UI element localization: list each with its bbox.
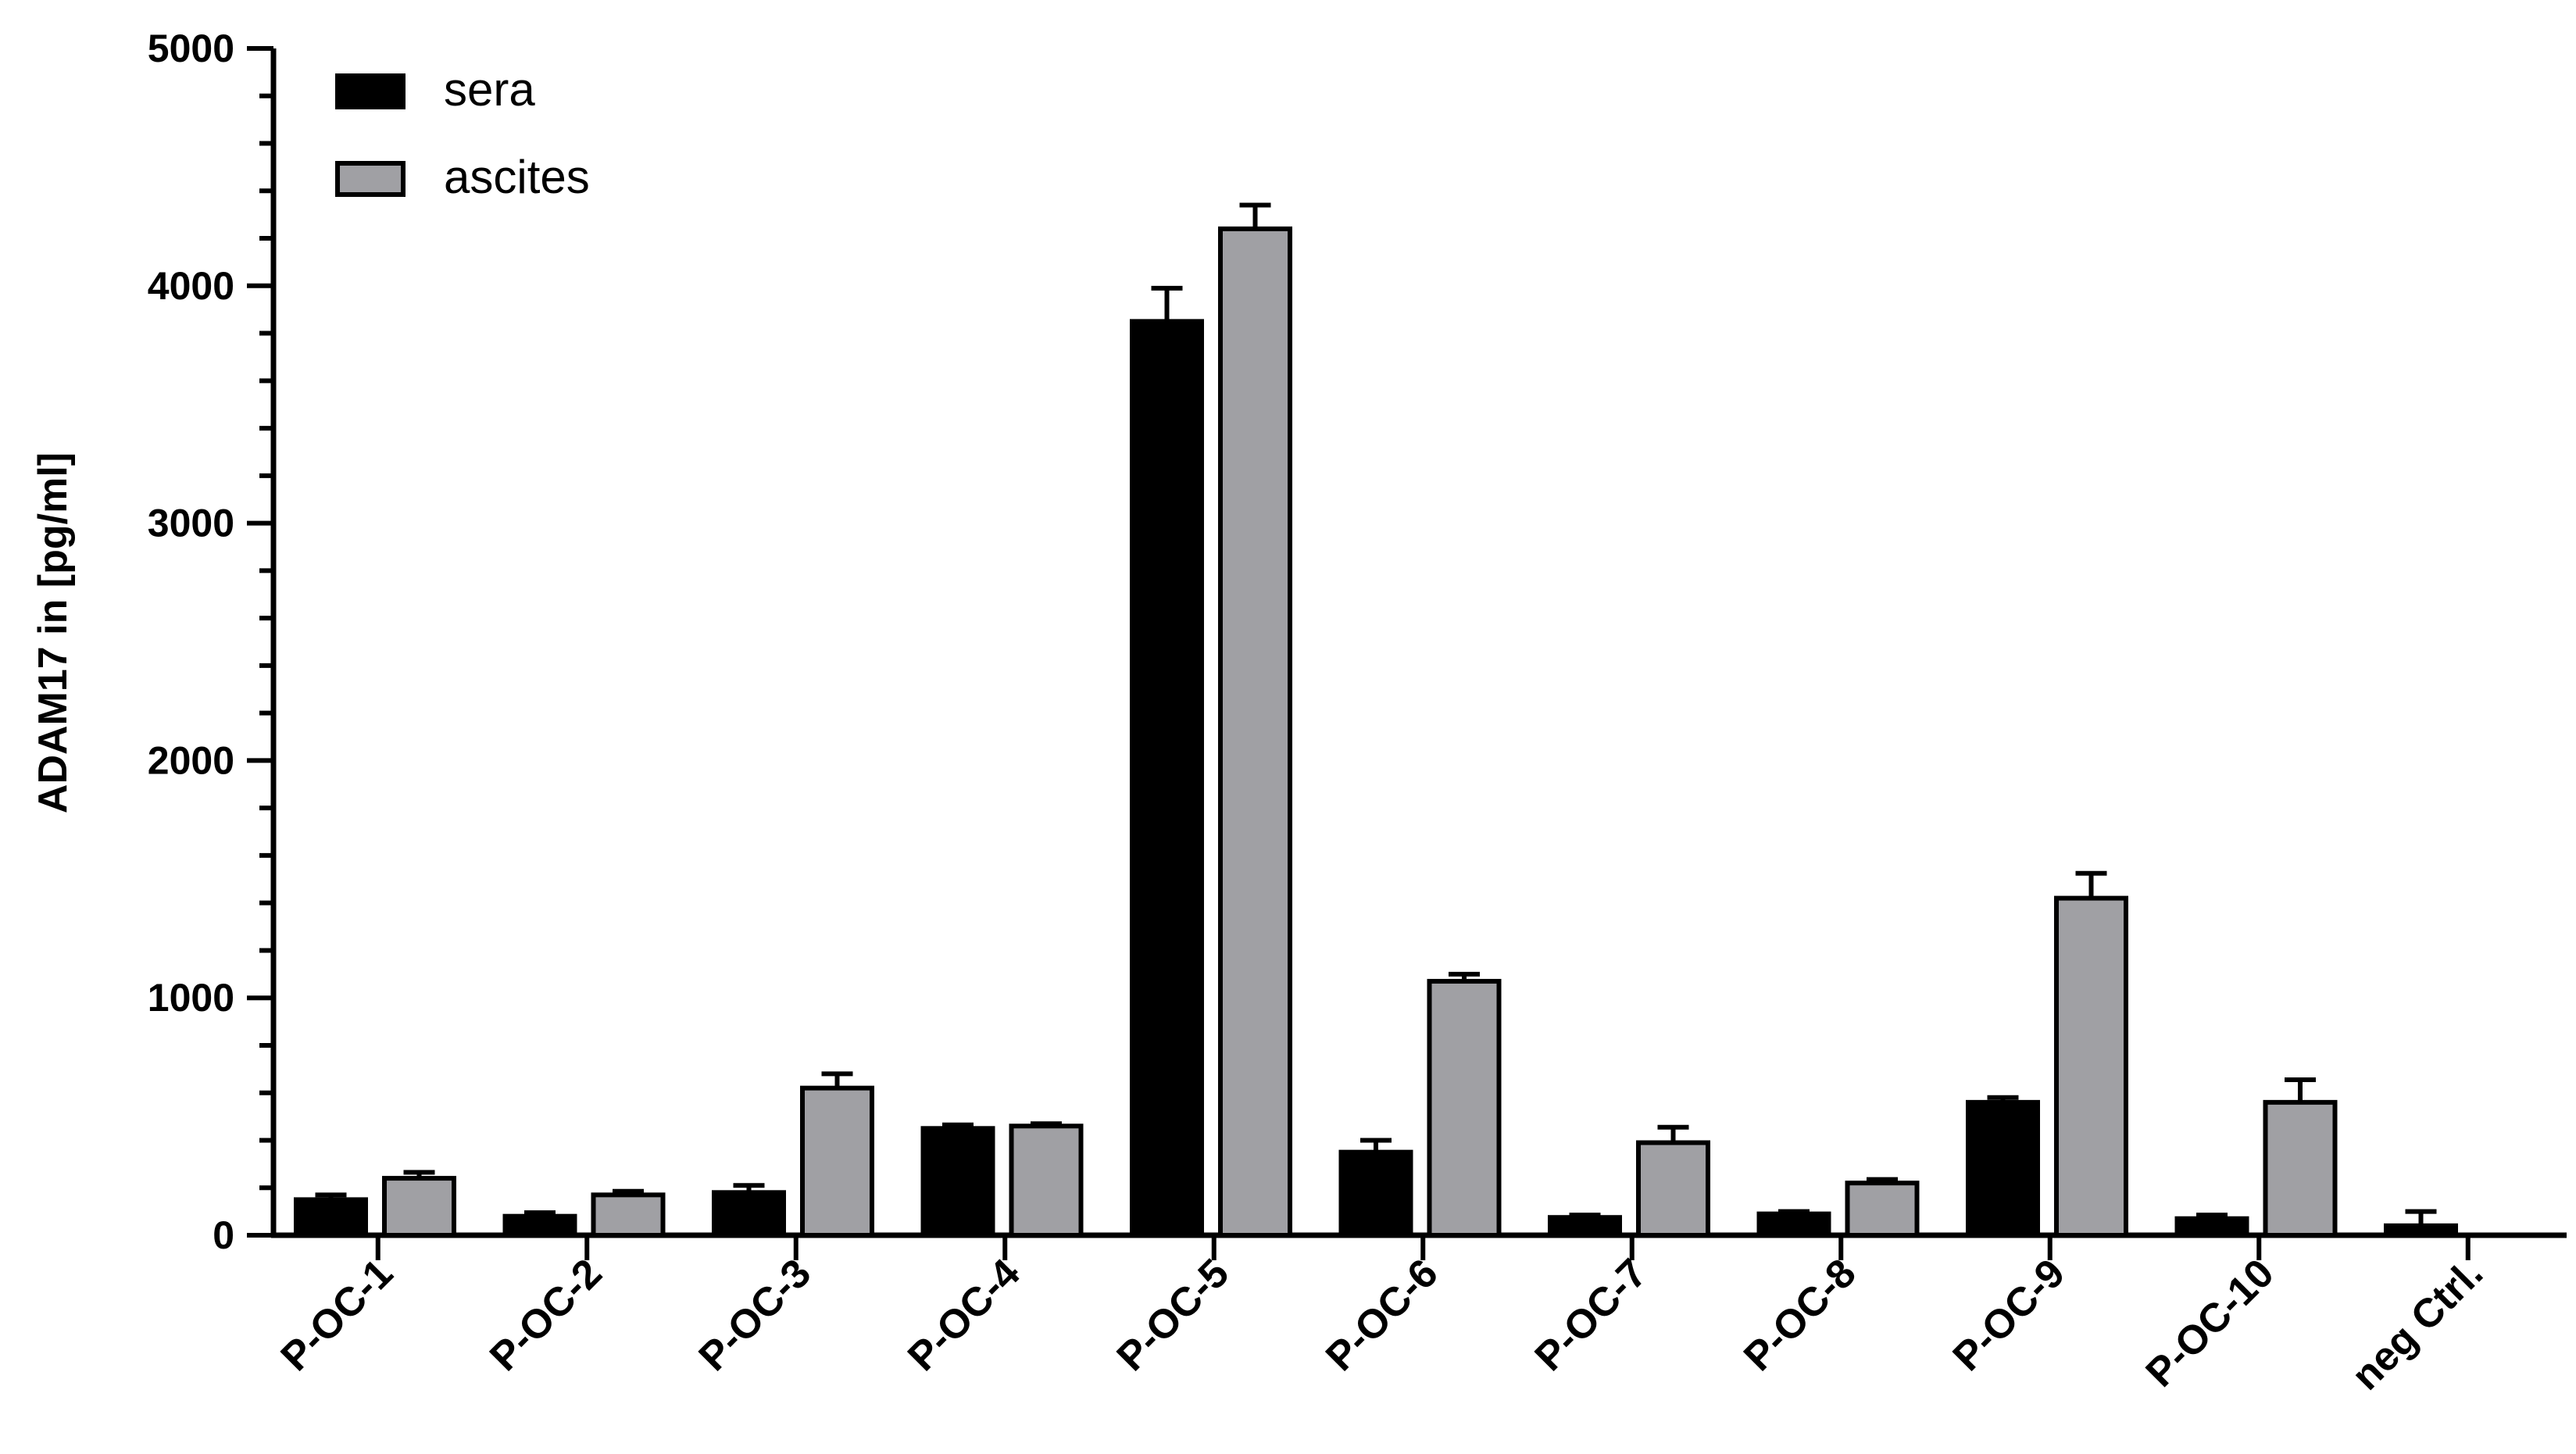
y-tick-label: 5000 — [148, 27, 234, 70]
bar-ascites — [1218, 226, 1292, 1238]
bars — [294, 226, 2458, 1238]
x-category-label: P-OC-4 — [899, 1250, 1029, 1380]
legend-swatch-ascites — [335, 161, 406, 197]
y-tick-labels: 0 1000 2000 3000 4000 5000 — [148, 27, 234, 1257]
y-tick-label: 3000 — [148, 502, 234, 545]
bar-sera — [920, 1126, 995, 1238]
error-bars — [315, 202, 2437, 1226]
bar-ascites — [2054, 895, 2128, 1238]
x-category-label: P-OC-5 — [1109, 1250, 1238, 1380]
bar-sera — [2174, 1216, 2249, 1238]
bar-sera — [1548, 1215, 1622, 1238]
x-category-label: P-OC-8 — [1735, 1250, 1865, 1380]
bar-sera — [1130, 319, 1204, 1238]
bar-ascites — [1845, 1181, 1920, 1238]
bar-ascites — [591, 1192, 666, 1238]
x-category-label: P-OC-3 — [691, 1250, 820, 1380]
x-category-label: P-OC-6 — [1317, 1250, 1447, 1380]
y-tick-label: 4000 — [148, 264, 234, 308]
y-axis-title: ADAM17 in [pg/ml] — [30, 452, 76, 813]
legend-label-sera: sera — [444, 63, 535, 116]
y-tick-label: 2000 — [148, 738, 234, 782]
x-category-label: neg Ctrl. — [2343, 1250, 2492, 1399]
bar-sera — [2384, 1223, 2458, 1238]
axes — [247, 46, 2567, 1260]
x-category-label: P-OC-9 — [1945, 1250, 2074, 1380]
bar-ascites — [1009, 1124, 1084, 1238]
legend-label-ascites: ascites — [444, 151, 590, 203]
x-category-label: P-OC-10 — [2138, 1250, 2283, 1395]
bar-ascites — [382, 1176, 456, 1238]
y-tick-label: 1000 — [148, 976, 234, 1020]
bar-sera — [294, 1197, 368, 1238]
bar-sera — [1338, 1149, 1413, 1238]
x-category-labels: P-OC-1 P-OC-2 P-OC-3 P-OC-4 P-OC-5 P-OC-6 P-OC… — [273, 1250, 2492, 1399]
bar-sera — [502, 1213, 577, 1238]
legend: sera ascites — [335, 63, 590, 203]
bar-ascites — [1427, 978, 1502, 1238]
x-category-label: P-OC-7 — [1527, 1250, 1656, 1380]
bar-ascites — [2263, 1099, 2338, 1238]
bar-sera — [1966, 1099, 2040, 1238]
legend-swatch-sera — [335, 73, 406, 109]
bar-ascites — [1636, 1140, 1710, 1238]
x-category-label: P-OC-1 — [273, 1250, 402, 1380]
y-tick-label: 0 — [213, 1213, 234, 1257]
x-category-label: P-OC-2 — [481, 1250, 611, 1380]
bar-sera — [1756, 1211, 1831, 1238]
bar-sera — [712, 1190, 786, 1238]
bar-ascites — [800, 1085, 874, 1238]
